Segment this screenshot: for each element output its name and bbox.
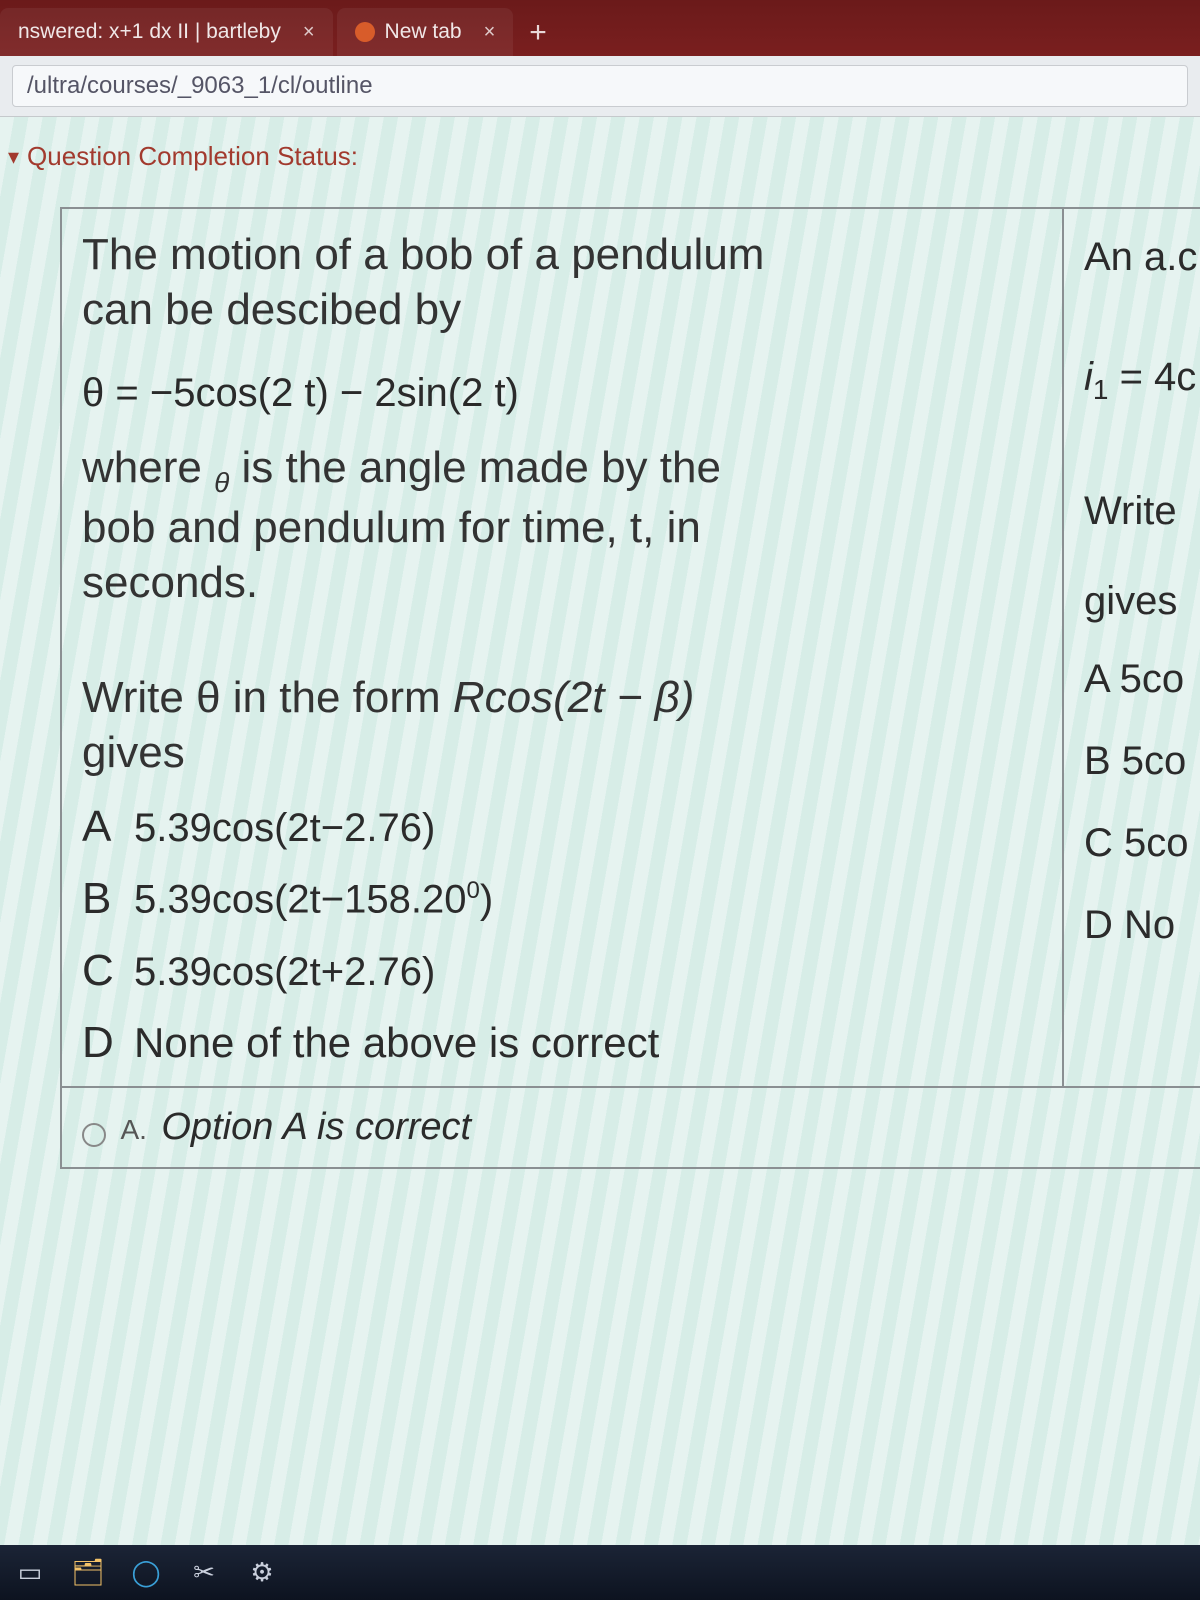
option-d-label: D <box>82 1018 120 1068</box>
completion-status: ▾ Question Completion Status: <box>0 117 1200 186</box>
page-content: ▾ Question Completion Status: The motion… <box>0 117 1200 1545</box>
prompt-form: Rcos(2t − β) <box>453 673 695 722</box>
close-icon[interactable]: × <box>303 21 315 44</box>
settings-icon[interactable]: ⚙ <box>246 1557 278 1589</box>
status-label: Question Completion Status: <box>27 141 358 172</box>
url-text: /ultra/courses/_9063_1/cl/outline <box>27 72 373 100</box>
question-intro-1: The motion of a bob of a pendulum <box>82 227 1042 282</box>
firefox-icon <box>355 22 375 42</box>
question-cell-right: An a.c i1 = 4c Write gives A 5co B 5co C… <box>1063 208 1200 1087</box>
tab-title: nswered: x+1 dx II | bartleby <box>18 20 281 44</box>
option-a-body: 5.39cos(2t−2.76) <box>134 806 435 851</box>
question-table: The motion of a bob of a pendulum can be… <box>60 207 1200 1169</box>
option-b-label: B <box>82 874 120 924</box>
option-c-label: C <box>82 946 120 996</box>
question-intro-2: can be descibed by <box>82 282 1042 337</box>
question-where: where θ is the angle made by the <box>82 440 1042 500</box>
right-line-4: gives <box>1084 571 1197 631</box>
edge-icon[interactable]: ◯ <box>130 1557 162 1589</box>
addressbar[interactable]: /ultra/courses/_9063_1/cl/outline <box>12 65 1188 107</box>
addressbar-row: /ultra/courses/_9063_1/cl/outline <box>0 56 1200 117</box>
chevron-down-icon[interactable]: ▾ <box>8 144 19 170</box>
browser-tabstrip: nswered: x+1 dx II | bartleby × New tab … <box>0 0 1200 56</box>
right-line-2: i1 = 4c <box>1084 347 1197 411</box>
option-b-body: 5.39cos(2t−158.200) <box>134 877 493 922</box>
right-opt-a: A 5co <box>1084 649 1197 709</box>
gives-label: gives <box>82 725 1042 780</box>
option-c: C 5.39cos(2t+2.76) <box>82 946 1042 996</box>
taskbar: ▭ 🗂 ◯ ✂ ⚙ <box>0 1545 1200 1600</box>
prompt-text: Write θ in the form <box>82 673 453 722</box>
option-a: A 5.39cos(2t−2.76) <box>82 802 1042 852</box>
right-line-1: An a.c <box>1084 227 1197 287</box>
option-c-body: 5.39cos(2t+2.76) <box>134 950 435 995</box>
close-icon[interactable]: × <box>484 21 496 44</box>
theta-symbol: θ <box>214 467 229 498</box>
option-b: B 5.39cos(2t−158.200) <box>82 874 1042 924</box>
answer-row[interactable]: A. Option A is correct <box>61 1087 1200 1168</box>
tab-title: New tab <box>385 20 462 44</box>
right-opt-d: D No <box>1084 895 1197 955</box>
new-tab-button[interactable]: + <box>517 16 559 56</box>
question-where-3: bob and pendulum for time, t, in <box>82 500 1042 555</box>
right-opt-b: B 5co <box>1084 731 1197 791</box>
question-prompt: Write θ in the form Rcos(2t − β) <box>82 670 1042 725</box>
tab-new[interactable]: New tab × <box>337 8 514 56</box>
snip-icon[interactable]: ✂ <box>188 1557 220 1589</box>
file-explorer-icon[interactable]: 🗂 <box>72 1557 104 1589</box>
answer-text: Option A is correct <box>161 1106 471 1148</box>
where-text-2: is the angle made by the <box>229 443 721 492</box>
option-a-label: A <box>82 802 120 852</box>
where-text-1: where <box>82 443 214 492</box>
radio-icon[interactable] <box>82 1123 106 1147</box>
tab-bartleby[interactable]: nswered: x+1 dx II | bartleby × <box>0 8 333 56</box>
right-opt-c: C 5co <box>1084 813 1197 873</box>
option-d: D None of the above is correct <box>82 1018 1042 1068</box>
right-line-3: Write <box>1084 481 1197 541</box>
option-d-body: None of the above is correct <box>134 1019 659 1067</box>
task-view-icon[interactable]: ▭ <box>14 1557 46 1589</box>
question-cell-left: The motion of a bob of a pendulum can be… <box>61 208 1063 1087</box>
question-where-4: seconds. <box>82 555 1042 610</box>
question-equation: θ = −5cos(2 t) − 2sin(2 t) <box>82 371 1042 416</box>
answer-letter: A. <box>120 1114 146 1145</box>
